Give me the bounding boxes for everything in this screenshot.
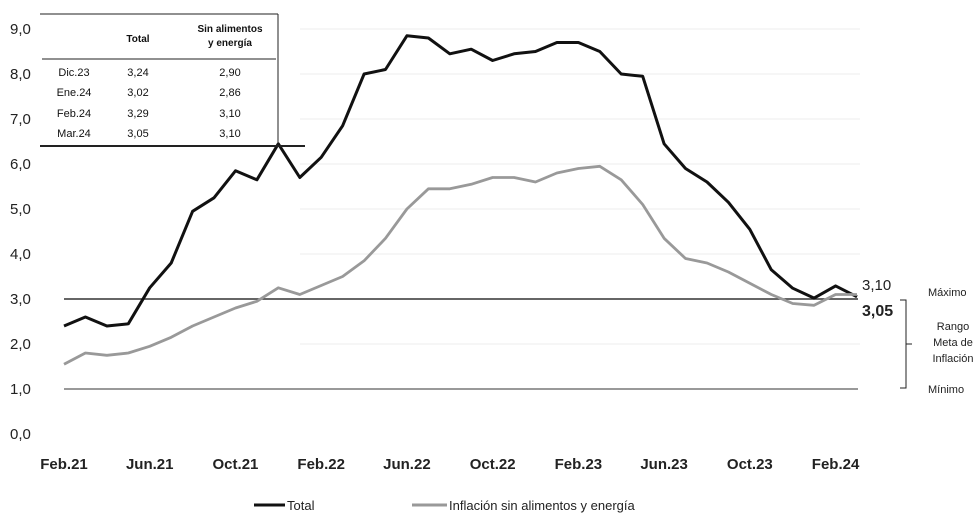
gridlines bbox=[300, 28, 860, 345]
range-bracket bbox=[900, 299, 912, 389]
y-tick-label: 6,0 bbox=[10, 156, 31, 173]
x-tick-label: Oct.21 bbox=[213, 456, 259, 473]
x-tick-label: Feb.22 bbox=[297, 456, 345, 473]
table-cell-core: 3,10 bbox=[219, 128, 240, 140]
y-tick-label: 0,0 bbox=[10, 426, 31, 443]
x-tick-label: Feb.21 bbox=[40, 456, 88, 473]
legend-label-total: Total bbox=[287, 498, 315, 513]
y-axis-tick-labels: 0,0 1,0 2,0 3,0 4,0 5,0 6,0 7,0 8,0 9,0 bbox=[10, 21, 31, 443]
range-label-line1: Rango bbox=[937, 321, 969, 333]
table-cell-core: 2,86 bbox=[219, 87, 240, 99]
y-tick-label: 3,0 bbox=[10, 291, 31, 308]
table-cell-core: 2,90 bbox=[219, 67, 240, 79]
y-tick-label: 1,0 bbox=[10, 381, 31, 398]
inset-data-table: Total Sin alimentos y energía Dic.23 3,2… bbox=[40, 13, 305, 147]
series-line-core bbox=[63, 164, 857, 366]
y-tick-label: 9,0 bbox=[10, 21, 31, 38]
target-reference-lines bbox=[64, 298, 858, 390]
x-tick-label: Oct.22 bbox=[470, 456, 516, 473]
table-cell-total: 3,02 bbox=[127, 87, 148, 99]
range-label-line2: Meta de bbox=[933, 337, 973, 349]
series-lines bbox=[63, 34, 858, 366]
min-label: Mínimo bbox=[928, 384, 964, 396]
table-cell-total: 3,05 bbox=[127, 128, 148, 140]
range-label-line3: Inflación bbox=[933, 353, 974, 365]
x-tick-label: Jun.22 bbox=[383, 456, 431, 473]
y-tick-label: 7,0 bbox=[10, 111, 31, 128]
table-cell-core: 3,10 bbox=[219, 108, 240, 120]
legend: Total Inflación sin alimentos y energía bbox=[254, 498, 635, 513]
table-header-core-line1: Sin alimentos bbox=[197, 24, 262, 35]
x-axis-tick-labels: Feb.21 Jun.21 Oct.21 Feb.22 Jun.22 Oct.22 Feb.… bbox=[40, 456, 860, 473]
x-tick-label: Jun.21 bbox=[126, 456, 174, 473]
y-tick-label: 8,0 bbox=[10, 66, 31, 83]
x-tick-label: Oct.23 bbox=[727, 456, 773, 473]
legend-label-core: Inflación sin alimentos y energía bbox=[449, 498, 635, 513]
target-range-annotation: Máximo Mínimo Rango Meta de Inflación bbox=[900, 287, 973, 396]
y-tick-label: 4,0 bbox=[10, 246, 31, 263]
series-line-total bbox=[63, 34, 858, 328]
table-cell-total: 3,24 bbox=[127, 67, 148, 79]
table-row-label: Ene.24 bbox=[57, 87, 92, 99]
core-end-value-label: 3,10 bbox=[862, 277, 891, 294]
y-tick-label: 2,0 bbox=[10, 336, 31, 353]
total-end-value-label: 3,05 bbox=[862, 303, 893, 320]
max-label: Máximo bbox=[928, 287, 967, 299]
table-row-label: Mar.24 bbox=[57, 128, 91, 140]
table-row-label: Feb.24 bbox=[57, 108, 91, 120]
table-cell-total: 3,29 bbox=[127, 108, 148, 120]
x-tick-label: Feb.23 bbox=[555, 456, 603, 473]
x-tick-label: Feb.24 bbox=[812, 456, 860, 473]
table-header-total: Total bbox=[126, 34, 149, 45]
y-tick-label: 5,0 bbox=[10, 201, 31, 218]
table-row-label: Dic.23 bbox=[58, 67, 89, 79]
table-header-core-line2: y energía bbox=[208, 38, 252, 49]
x-tick-label: Jun.23 bbox=[640, 456, 688, 473]
